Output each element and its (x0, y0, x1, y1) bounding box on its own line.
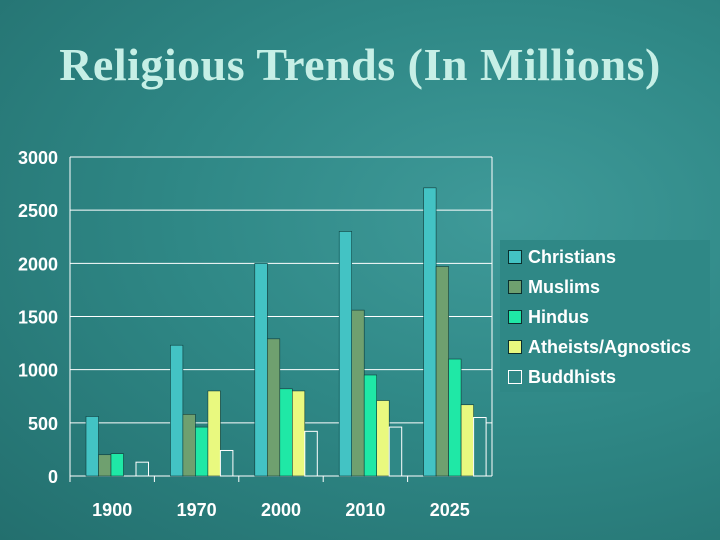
bar-atheists-agnostics-1970 (207, 390, 221, 477)
x-tick-label-1970: 1970 (177, 500, 217, 520)
bar-buddhists-1970 (219, 449, 234, 477)
bar-christians-1900 (85, 416, 99, 477)
x-tick-label-2010: 2010 (345, 500, 385, 520)
bar-christians-1970 (170, 344, 184, 477)
bar-atheists-agnostics-2000 (291, 390, 306, 477)
y-tick-label-2000: 2000 (18, 254, 58, 274)
bar-buddhists-2025 (473, 417, 487, 477)
y-tick-label-1500: 1500 (18, 308, 58, 328)
y-tick-label-1000: 1000 (18, 361, 58, 381)
legend-label-muslims: Muslims (528, 276, 601, 297)
bar-christians-2000 (254, 263, 268, 477)
legend-label-hindus: Hindus (528, 306, 589, 327)
bar-buddhists-2000 (304, 430, 318, 477)
legend-swatch-muslims (508, 280, 522, 294)
legend-swatch-hindus (508, 310, 522, 324)
chart-title: Religious Trends (In Millions) (59, 39, 661, 90)
y-tick-label-2500: 2500 (18, 201, 58, 221)
bar-hindus-2010 (363, 374, 378, 477)
x-tick-label-1900: 1900 (92, 500, 132, 520)
legend-item-muslims: Muslims (508, 274, 600, 300)
legend-item-hindus: Hindus (508, 304, 589, 330)
bar-buddhists-2010 (388, 426, 403, 477)
bar-muslims-1900 (98, 454, 112, 477)
y-tick-label-3000: 3000 (18, 148, 58, 168)
bar-muslims-2025 (435, 266, 449, 477)
bar-christians-2010 (338, 231, 353, 477)
bar-hindus-2000 (279, 388, 293, 477)
bar-hindus-2025 (448, 358, 462, 477)
bar-atheists-agnostics-2025 (460, 404, 474, 477)
bar-christians-2025 (423, 187, 437, 477)
y-tick-label-500: 500 (28, 414, 58, 434)
x-tick-label-2000: 2000 (261, 500, 301, 520)
bar-atheists-agnostics-2010 (376, 400, 390, 477)
legend-swatch-buddhists (508, 370, 522, 384)
legend-item-christians: Christians (508, 244, 616, 270)
bar-buddhists-1900 (135, 461, 149, 477)
legend-swatch-atheists (508, 340, 522, 354)
y-tick-label-0: 0 (48, 467, 58, 487)
legend-label-atheists: Atheists/Agnostics (528, 336, 692, 357)
legend-item-atheists: Atheists/Agnostics (508, 334, 691, 360)
bar-muslims-1970 (182, 414, 196, 477)
chart-legend: Christians Muslims Hindus Atheists/Agnos… (500, 240, 710, 392)
legend-item-buddhists: Buddhists (508, 364, 616, 390)
bar-hindus-1970 (195, 426, 209, 477)
bar-hindus-1900 (110, 453, 124, 477)
legend-label-christians: Christians (528, 246, 617, 267)
legend-label-buddhists: Buddhists (528, 366, 616, 387)
bar-muslims-2010 (351, 309, 365, 477)
legend-swatch-christians (508, 250, 522, 264)
bar-muslims-2000 (266, 338, 281, 477)
x-tick-label-2025: 2025 (430, 500, 470, 520)
